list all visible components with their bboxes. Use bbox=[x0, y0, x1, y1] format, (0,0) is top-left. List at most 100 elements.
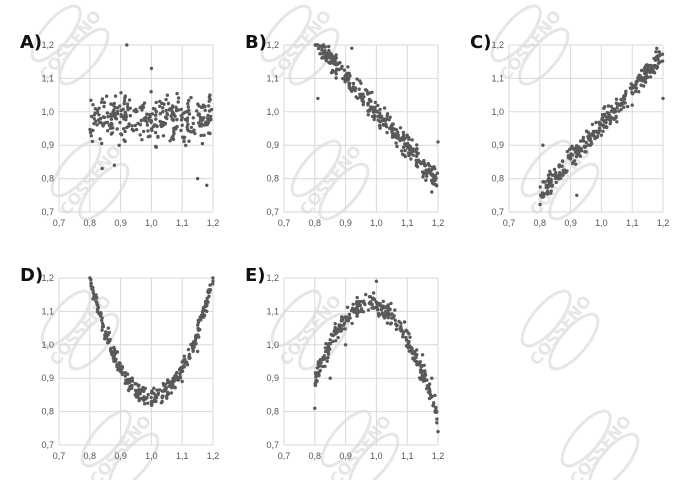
data-point bbox=[127, 387, 131, 391]
data-point bbox=[102, 104, 106, 109]
data-point bbox=[565, 149, 569, 154]
data-point bbox=[203, 108, 207, 113]
data-point bbox=[412, 351, 416, 356]
y-tick-label: 1,1 bbox=[491, 73, 504, 83]
data-point bbox=[378, 111, 382, 115]
data-point bbox=[645, 63, 649, 67]
data-point bbox=[584, 129, 589, 133]
data-point bbox=[194, 336, 198, 341]
data-point bbox=[423, 373, 427, 377]
data-point bbox=[639, 83, 643, 87]
data-point bbox=[595, 131, 600, 135]
data-point bbox=[172, 132, 176, 136]
data-point bbox=[593, 136, 597, 141]
data-point bbox=[207, 99, 211, 103]
data-point bbox=[328, 376, 332, 380]
y-tick-label: 0,8 bbox=[491, 174, 504, 184]
scatter-plot-e: 0,7 0,8 0,9 1,0 1,1 1,2 0,7 0,8 0,9 1,0 1,1 1,2 bbox=[266, 273, 444, 461]
data-point bbox=[366, 91, 370, 95]
data-point bbox=[652, 71, 657, 75]
data-point bbox=[552, 173, 556, 177]
data-point bbox=[198, 124, 202, 128]
y-tick-label: 1,0 bbox=[491, 107, 504, 117]
data-point bbox=[138, 133, 142, 137]
data-point bbox=[99, 100, 104, 105]
data-point bbox=[410, 138, 414, 142]
data-point bbox=[150, 128, 154, 133]
data-point bbox=[363, 88, 368, 92]
data-point bbox=[605, 110, 610, 115]
data-point bbox=[344, 75, 349, 79]
data-point bbox=[557, 176, 561, 181]
data-point bbox=[358, 79, 362, 83]
data-point bbox=[181, 365, 185, 369]
data-point bbox=[422, 363, 426, 367]
x-tick-label: 0,9 bbox=[114, 451, 127, 461]
data-point bbox=[597, 126, 602, 130]
data-point bbox=[356, 310, 360, 315]
data-point bbox=[330, 68, 335, 73]
data-point bbox=[195, 349, 200, 354]
data-point bbox=[163, 383, 167, 387]
data-point bbox=[395, 144, 399, 149]
data-point bbox=[146, 392, 150, 397]
data-point bbox=[316, 362, 320, 366]
data-point bbox=[385, 310, 390, 314]
data-point bbox=[199, 318, 203, 322]
data-point bbox=[176, 108, 180, 112]
data-point bbox=[95, 309, 100, 314]
watermark-text: COSSENO bbox=[526, 291, 596, 369]
data-point bbox=[658, 60, 662, 64]
data-point bbox=[378, 107, 382, 112]
data-point bbox=[207, 104, 211, 108]
data-point bbox=[151, 125, 155, 129]
data-point bbox=[169, 391, 174, 395]
y-tick-label: 1,1 bbox=[41, 306, 54, 316]
data-point bbox=[137, 398, 141, 403]
data-point bbox=[112, 101, 117, 106]
data-point bbox=[419, 363, 423, 368]
data-point bbox=[374, 305, 378, 310]
data-point bbox=[615, 106, 619, 110]
data-point bbox=[206, 113, 210, 118]
data-point bbox=[320, 55, 325, 60]
data-point bbox=[361, 310, 366, 314]
data-point bbox=[393, 318, 397, 322]
data-point bbox=[407, 349, 411, 353]
data-point bbox=[202, 308, 206, 312]
data-point bbox=[414, 158, 418, 163]
data-point bbox=[389, 301, 393, 306]
data-point bbox=[587, 137, 591, 141]
chart-panel-c: 0,7 0,8 0,9 1,0 1,1 1,2 0,7 0,8 0,9 1,0 1,1 1,2 C) bbox=[468, 20, 688, 240]
data-point bbox=[326, 356, 330, 360]
data-point bbox=[124, 113, 128, 117]
data-point bbox=[644, 72, 648, 76]
data-point bbox=[350, 321, 354, 326]
data-point bbox=[390, 135, 395, 139]
x-tick-label: 1,1 bbox=[176, 451, 189, 461]
data-point bbox=[164, 108, 168, 113]
data-point bbox=[388, 322, 393, 326]
data-point bbox=[405, 142, 410, 146]
data-point bbox=[427, 382, 432, 386]
data-point bbox=[105, 111, 110, 115]
data-point bbox=[134, 382, 138, 386]
data-point bbox=[100, 141, 104, 146]
x-tick-label: 0,8 bbox=[309, 218, 322, 228]
data-point bbox=[633, 89, 638, 94]
data-point bbox=[646, 66, 650, 71]
data-point bbox=[427, 164, 432, 168]
watermark: COSSENO bbox=[520, 289, 600, 371]
data-point bbox=[415, 143, 419, 147]
data-point bbox=[342, 68, 347, 72]
data-point bbox=[207, 95, 212, 99]
data-point bbox=[406, 343, 410, 347]
data-point bbox=[98, 137, 102, 141]
data-point bbox=[118, 104, 122, 108]
data-point bbox=[199, 133, 203, 138]
data-point bbox=[619, 107, 623, 112]
data-point bbox=[112, 163, 117, 167]
data-point bbox=[130, 124, 134, 128]
data-point bbox=[332, 329, 336, 333]
panel-label-b: B) bbox=[245, 32, 267, 53]
